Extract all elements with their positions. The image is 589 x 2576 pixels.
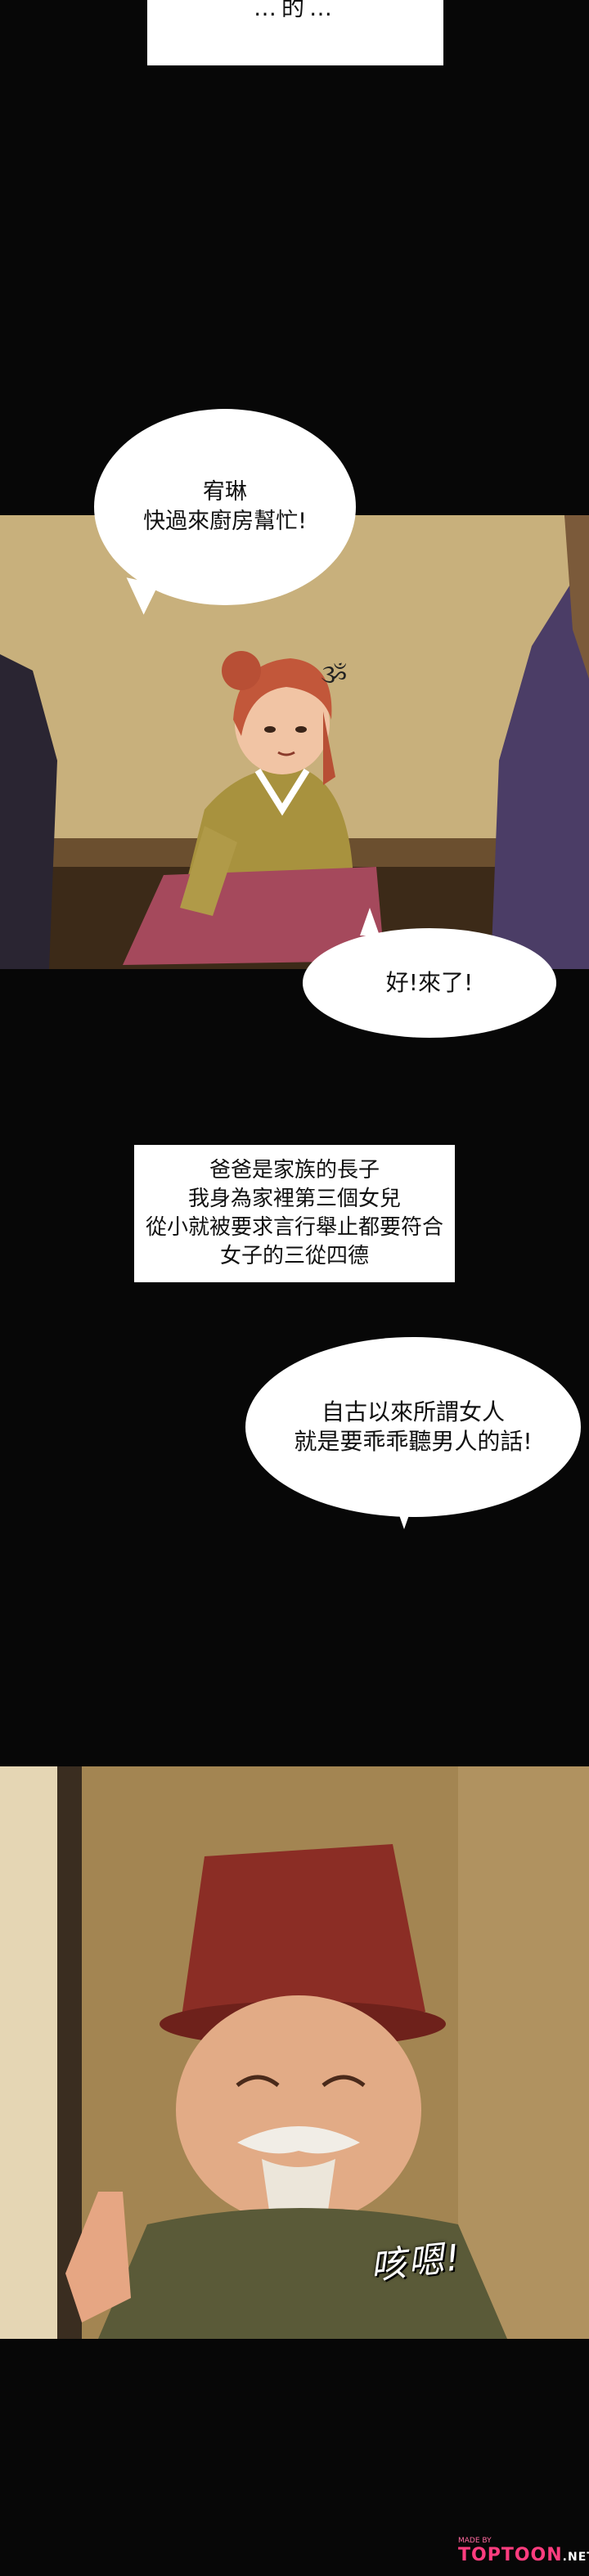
speech-bubble-call: 宥琳 快過來廚房幫忙! <box>94 409 356 605</box>
narration-line-3: 從小就被要求言行舉止都要符合 <box>145 1215 443 1240</box>
top-caption-box: …的… <box>147 0 443 65</box>
bubble-3-line-2: 就是要乖乖聽男人的話! <box>294 1428 533 1455</box>
narration-line-4: 女子的三從四德 <box>219 1244 369 1268</box>
bubble-2-line-1: 好!來了! <box>385 969 474 996</box>
narration-line-1: 爸爸是家族的長子 <box>209 1158 380 1183</box>
narration-box: 爸爸是家族的長子 我身為家裡第三個女兒 從小就被要求言行舉止都要符合 女子的三從… <box>134 1145 455 1282</box>
bubble-tail-2 <box>360 908 380 936</box>
speech-bubble-elder: 自古以來所謂女人 就是要乖乖聽男人的話! <box>245 1337 581 1517</box>
narration-line-2: 我身為家裡第三個女兒 <box>187 1187 401 1211</box>
ahem-sfx: 咳嗯! <box>368 2237 464 2288</box>
panel-girl-illustration <box>0 515 589 969</box>
watermark-brand: TOPTOON <box>458 2545 563 2565</box>
watermark-suffix: .NET <box>562 2551 589 2564</box>
top-caption-text: …的… <box>253 0 337 21</box>
panel-girl-kneeling: ૐ <box>0 515 589 969</box>
toptoon-watermark: MADE BY TOPTOON.NET <box>458 2537 589 2565</box>
bubble-1-line-1: 宥琳 <box>203 479 247 505</box>
bubble-1-line-2: 快過來廚房幫忙! <box>143 509 307 534</box>
speech-bubble-reply: 好!來了! <box>303 928 556 1038</box>
dizzy-sfx: ૐ <box>321 661 348 689</box>
panel-old-man <box>0 1766 589 2339</box>
bubble-3-line-1: 自古以來所謂女人 <box>321 1398 505 1425</box>
watermark-made-by: MADE BY <box>458 2537 492 2545</box>
panel-old-man-illustration <box>0 1766 589 2339</box>
